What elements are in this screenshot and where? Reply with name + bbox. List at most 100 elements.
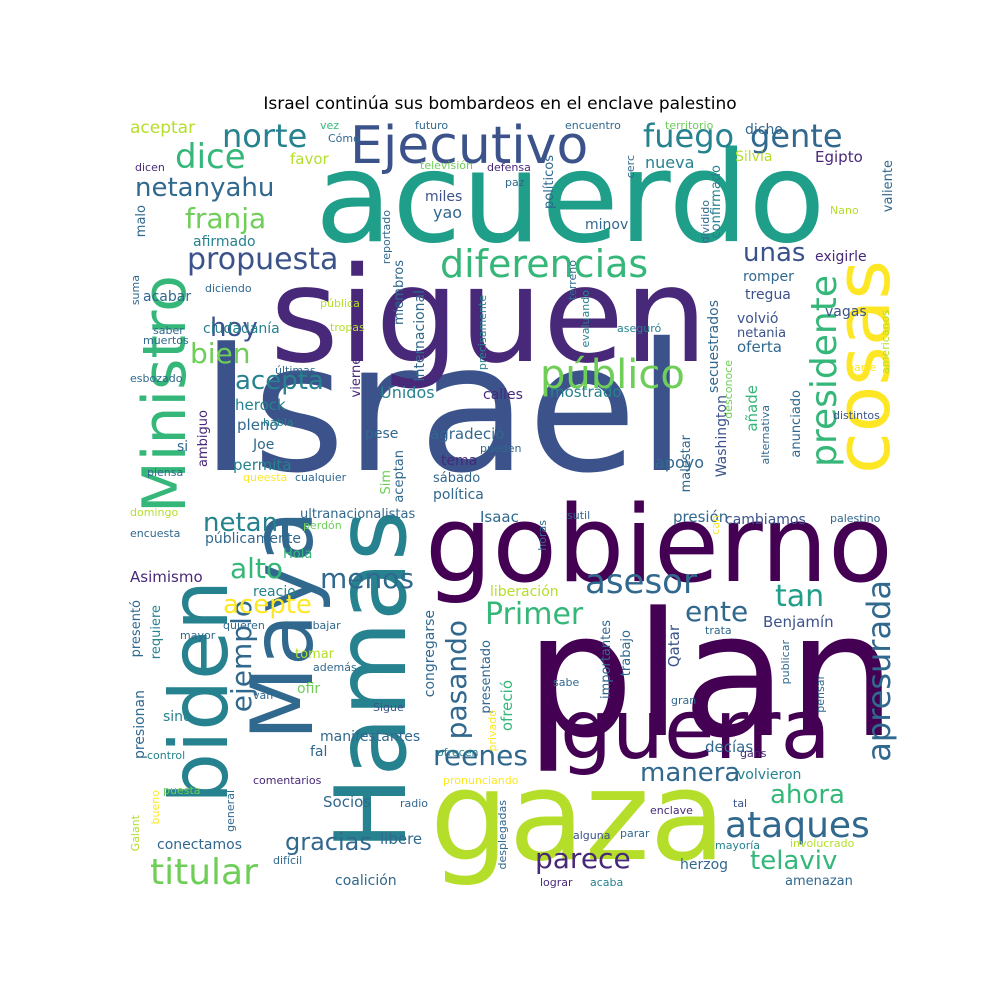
- word-sutil: sutil: [567, 509, 591, 522]
- word-ambiguo: ambiguo: [196, 410, 211, 467]
- word-paz: paz: [505, 176, 525, 189]
- word-bueno: bueno: [149, 790, 162, 825]
- word-calles: calles: [483, 387, 523, 403]
- word-qatar: Qatar: [665, 625, 683, 668]
- word-presentado: presentado: [479, 640, 494, 714]
- word-reacio: reacio: [253, 584, 296, 600]
- word-ahora: ahora: [770, 780, 845, 810]
- word-cambiamos: cambiamos: [725, 512, 806, 528]
- word-herzog: herzog: [680, 857, 729, 873]
- word-involucrado: involucrado: [790, 837, 855, 850]
- word-titular: titular: [150, 852, 258, 893]
- word-asesor: asesor: [585, 562, 697, 602]
- word-suma: suma: [129, 275, 142, 306]
- word-congregarse: congregarse: [422, 610, 438, 698]
- word-internacional: Internacional: [412, 290, 428, 382]
- word-alto: alto: [230, 552, 284, 585]
- word-acepta: acepta: [235, 366, 324, 396]
- word-diciendo: diciendo: [205, 282, 252, 295]
- word-vez: vez: [320, 120, 340, 132]
- word-aceptar: aceptar: [130, 120, 196, 138]
- word-pasando: pasando: [440, 620, 473, 740]
- word-parar: parar: [620, 827, 650, 840]
- word-ultranacionalistas: ultranacionalistas: [300, 507, 416, 522]
- word-ente: ente: [685, 595, 749, 628]
- word-gracias: gracias: [285, 828, 372, 856]
- word-dicho: dicho: [745, 122, 783, 138]
- word-cerc: cerc: [624, 155, 637, 179]
- word-territorio: territorio: [665, 120, 714, 132]
- word-aceptan: aceptan: [392, 450, 407, 503]
- word-futuro: futuro: [415, 120, 449, 132]
- word-piensa: piensa: [147, 466, 184, 479]
- word-unidos: Unidos: [380, 383, 435, 402]
- word-reenes: reenes: [433, 739, 528, 772]
- word-mayoria: mayoría: [715, 839, 761, 852]
- word-privado: privado: [486, 710, 499, 752]
- word-acuerdo: acuerdo: [315, 124, 826, 271]
- word-secuestrados: secuestrados: [706, 300, 722, 393]
- word-washington: Washington: [714, 395, 730, 478]
- word-permita: permita: [233, 456, 292, 474]
- word-mostrado: mostrado: [550, 383, 622, 401]
- word-control: control: [147, 749, 186, 762]
- word-yao: yao: [433, 203, 463, 222]
- word-isaac: Isaac: [480, 508, 519, 526]
- word-saber: saber: [153, 324, 184, 337]
- word-netan: netan: [203, 508, 279, 538]
- word-volvieron: volvieron: [737, 767, 802, 783]
- word-trabajo: trabajo: [619, 630, 634, 677]
- word-publicar: publicar: [779, 640, 792, 685]
- word-minov: minov: [585, 217, 629, 233]
- word-pese: pese: [365, 426, 399, 442]
- word-queesta: queesta: [243, 471, 288, 484]
- word-cualquier: cualquier: [295, 471, 347, 484]
- word-manifestantes: manifestantes: [320, 729, 421, 745]
- word-defensa: defensa: [487, 161, 531, 174]
- word-perdon: perdón: [303, 519, 342, 532]
- word-gente: gente: [750, 120, 843, 155]
- word-presion: presión: [673, 508, 729, 526]
- word-hola: Hola: [283, 547, 313, 562]
- word-apoyo: apoyo: [655, 453, 705, 472]
- word-general: general: [224, 790, 237, 832]
- word-publico: público: [540, 352, 685, 398]
- word-ciudadania: ciudadanía: [203, 321, 280, 337]
- word-quieren: quieren: [223, 619, 265, 632]
- word-gaza: gaza: [430, 745, 726, 889]
- word-publicamente: públicamente: [205, 531, 301, 547]
- word-parece: parece: [535, 842, 631, 875]
- word-afirmado: afirmado: [193, 234, 256, 250]
- word-gobierno: gobierno: [425, 483, 893, 606]
- word-silvia: Silvia: [735, 149, 773, 165]
- word-acaba: acaba: [590, 876, 624, 889]
- word-aseguro: aseguró: [617, 322, 662, 335]
- word-primer: Primer: [485, 597, 584, 632]
- word-domingo: domingo: [130, 506, 179, 519]
- word-precisamente: precisamente: [476, 295, 489, 371]
- word-fuego: fuego: [643, 120, 735, 155]
- word-sino: sino: [163, 709, 192, 725]
- word-politicos: políticos: [542, 155, 557, 210]
- word-plan: plan: [525, 575, 897, 776]
- word-tropas: tropas: [330, 321, 365, 334]
- word-acabar: acabar: [143, 289, 192, 305]
- word-gran: gran: [671, 694, 697, 707]
- word-diferencias: diferencias: [440, 242, 649, 286]
- word-parte: parte: [847, 361, 877, 374]
- word-exigirle: exigirle: [815, 249, 867, 265]
- word-agradecio: agradeció: [430, 425, 505, 443]
- word-volvio: volvió: [737, 311, 779, 327]
- word-ofrecio: ofreció: [498, 680, 516, 732]
- word-television: televisión: [420, 159, 473, 172]
- word-importantes: importantes: [599, 620, 614, 699]
- word-encuesta: encuesta: [130, 527, 181, 540]
- word-comentarios: comentarios: [253, 774, 322, 787]
- word-presento: presentó: [129, 600, 144, 658]
- word-israel: Israel: [200, 305, 687, 512]
- word-ademas: además: [313, 661, 357, 674]
- word-palestino: palestino: [830, 512, 881, 525]
- word-van: van: [253, 689, 274, 702]
- word-si: si: [177, 439, 189, 455]
- word-dividido: dividido: [699, 200, 712, 244]
